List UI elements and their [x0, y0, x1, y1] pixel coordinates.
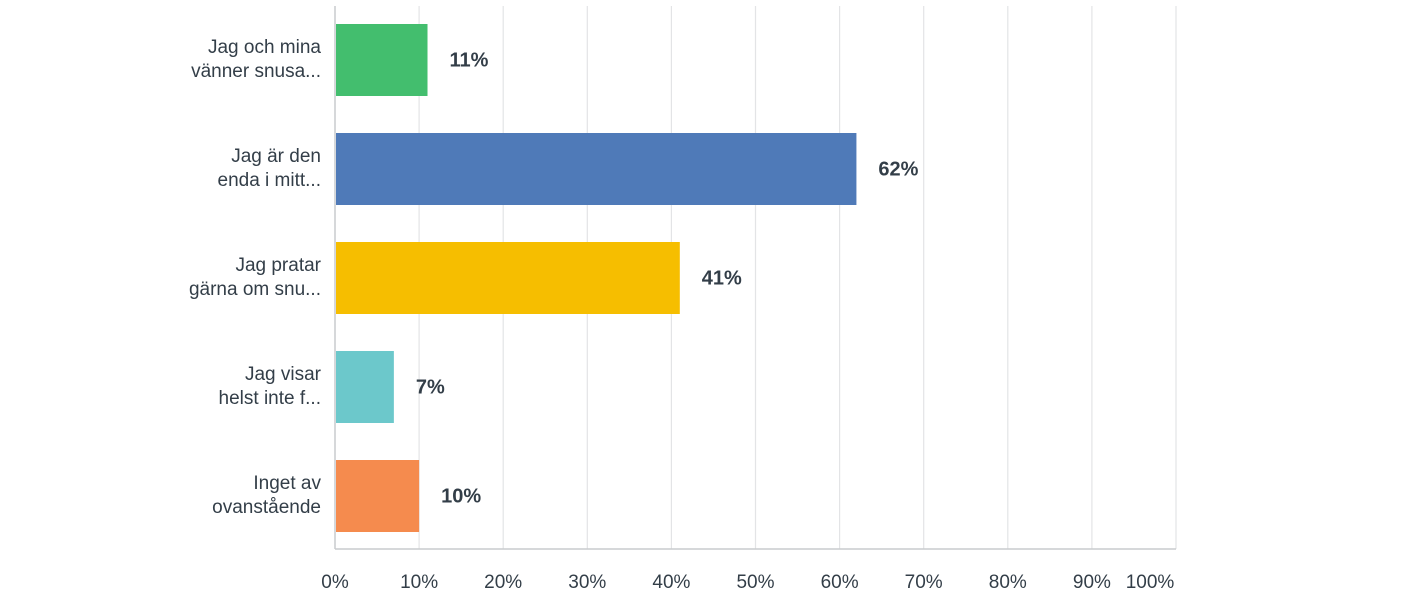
category-label-line: Jag är den	[231, 146, 321, 167]
category-label: Inget av ovanstående	[212, 473, 321, 518]
category-label-line: ovanstående	[212, 497, 321, 518]
category-label-line: Jag visar	[245, 364, 322, 385]
category-label-line: gärna om snu...	[189, 279, 321, 300]
x-tick-label: 90%	[1073, 572, 1111, 593]
category-label: Jag och mina vänner snusa...	[191, 37, 321, 82]
category-label-line: Inget av	[253, 473, 321, 494]
category-label-line: helst inte f...	[219, 388, 321, 409]
data-label: 10%	[441, 485, 481, 507]
bar	[336, 460, 420, 532]
bar	[336, 24, 428, 96]
data-label: 62%	[878, 158, 918, 180]
x-tick-label: 30%	[568, 572, 606, 593]
category-label-line: Jag pratar	[235, 255, 321, 276]
data-label: 11%	[450, 49, 489, 71]
category-label-line: Jag och mina	[208, 37, 321, 58]
category-label-line: vänner snusa...	[191, 61, 321, 82]
category-label: Jag är den enda i mitt...	[218, 146, 322, 191]
category-label-line: enda i mitt...	[218, 170, 322, 191]
bar	[336, 133, 857, 205]
x-tick-label: 40%	[652, 572, 690, 593]
x-tick-label: 10%	[400, 572, 438, 593]
category-label: Jag pratar gärna om snu...	[189, 255, 322, 300]
x-tick-label: 80%	[989, 572, 1027, 593]
x-tick-label: 100%	[1126, 572, 1175, 593]
category-label: Jag visar helst inte f...	[219, 364, 322, 409]
x-tick-label: 0%	[321, 572, 349, 593]
x-tick-label: 20%	[484, 572, 522, 593]
bar	[336, 242, 680, 314]
data-label: 41%	[702, 267, 742, 289]
x-tick-label: 50%	[736, 572, 774, 593]
x-tick-label: 70%	[905, 572, 943, 593]
bar	[336, 351, 394, 423]
x-tick-label: 60%	[821, 572, 859, 593]
data-label: 7%	[416, 376, 445, 398]
